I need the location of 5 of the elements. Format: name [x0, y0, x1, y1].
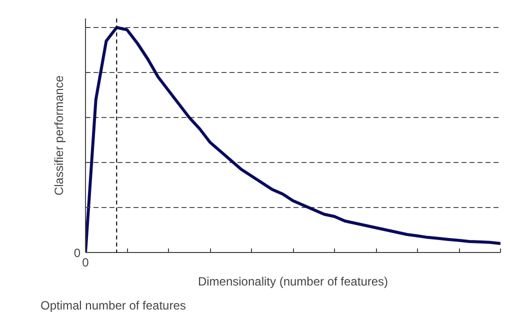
x-axis-title: Dimensionality (number of features) — [198, 274, 388, 288]
text: 0 — [74, 246, 81, 260]
text: Optimal number of features — [40, 298, 186, 312]
y-axis-title: Classifier performance — [52, 75, 66, 196]
text: 0 — [82, 256, 90, 270]
